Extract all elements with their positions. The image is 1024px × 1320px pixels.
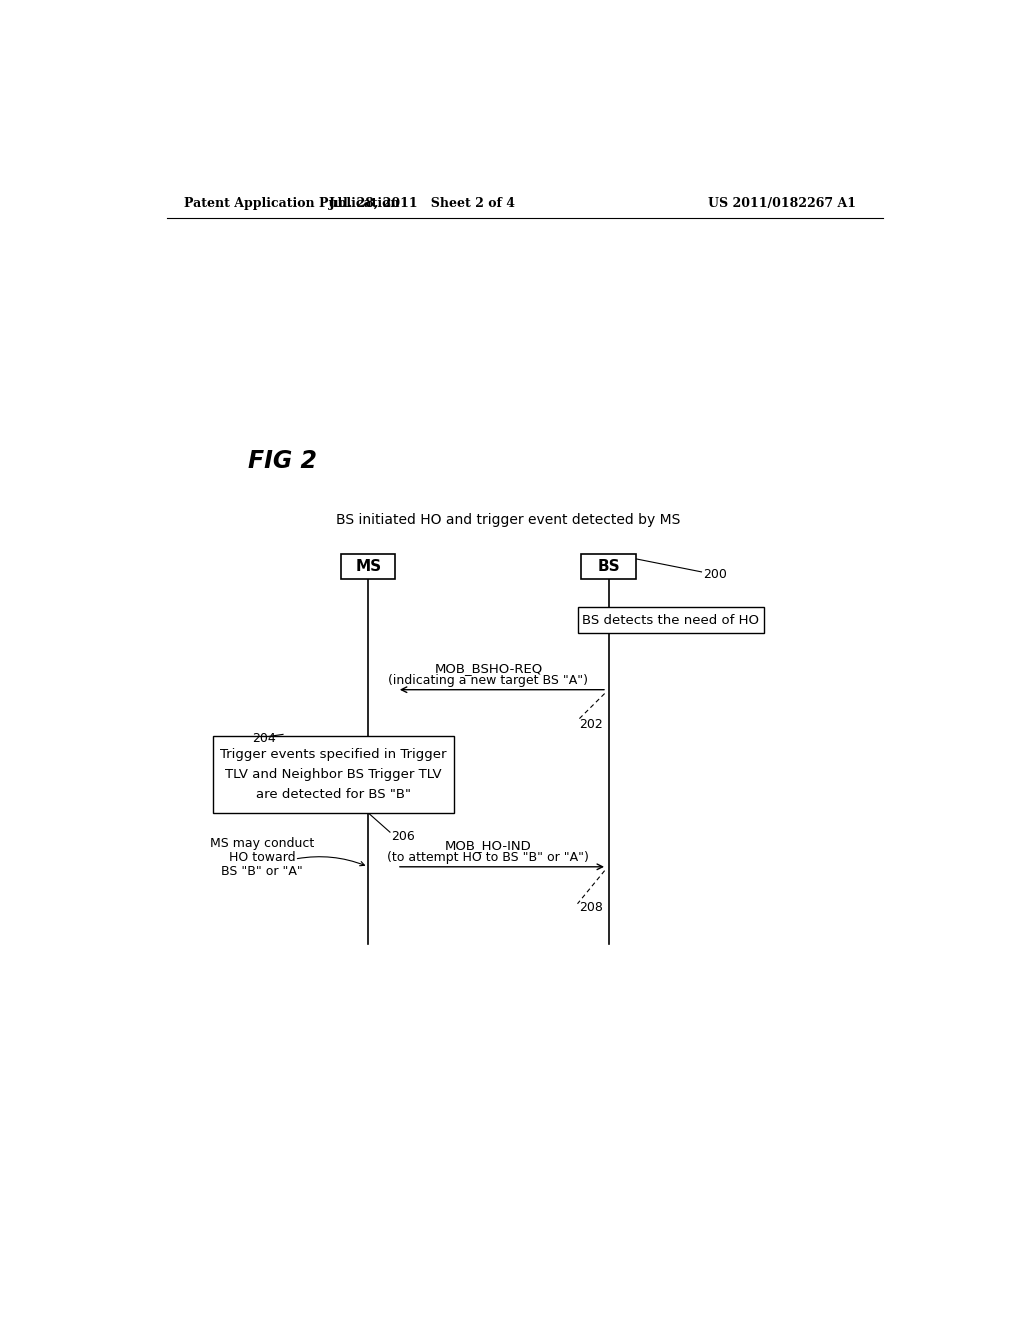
- Text: 208: 208: [579, 902, 603, 915]
- Text: MS may conduct: MS may conduct: [210, 837, 314, 850]
- Text: Trigger events specified in Trigger: Trigger events specified in Trigger: [220, 747, 446, 760]
- Text: HO toward: HO toward: [228, 851, 295, 865]
- Text: BS initiated HO and trigger event detected by MS: BS initiated HO and trigger event detect…: [336, 512, 680, 527]
- Text: 202: 202: [579, 718, 603, 731]
- Text: US 2011/0182267 A1: US 2011/0182267 A1: [709, 197, 856, 210]
- Text: 206: 206: [391, 830, 416, 843]
- Text: (indicating a new target BS "A"): (indicating a new target BS "A"): [388, 675, 589, 686]
- Bar: [582, 554, 636, 579]
- Text: MS: MS: [355, 558, 381, 574]
- Text: FIG 2: FIG 2: [248, 449, 317, 474]
- Bar: [341, 554, 395, 579]
- Bar: [213, 737, 454, 813]
- Text: 200: 200: [703, 568, 727, 581]
- Text: Patent Application Publication: Patent Application Publication: [183, 197, 399, 210]
- Text: BS: BS: [597, 558, 620, 574]
- Text: MOB_BSHO-REQ: MOB_BSHO-REQ: [434, 661, 543, 675]
- Text: Jul. 28, 2011   Sheet 2 of 4: Jul. 28, 2011 Sheet 2 of 4: [329, 197, 516, 210]
- Text: (to attempt HO to BS "B" or "A"): (to attempt HO to BS "B" or "A"): [387, 851, 590, 865]
- Bar: [578, 607, 764, 634]
- Text: MOB_HO-IND: MOB_HO-IND: [445, 838, 531, 851]
- Text: BS "B" or "A": BS "B" or "A": [221, 865, 303, 878]
- Text: TLV and Neighbor BS Trigger TLV: TLV and Neighbor BS Trigger TLV: [225, 768, 441, 781]
- Text: 204: 204: [252, 733, 275, 744]
- Text: are detected for BS "B": are detected for BS "B": [256, 788, 411, 801]
- Text: BS detects the need of HO: BS detects the need of HO: [582, 614, 759, 627]
